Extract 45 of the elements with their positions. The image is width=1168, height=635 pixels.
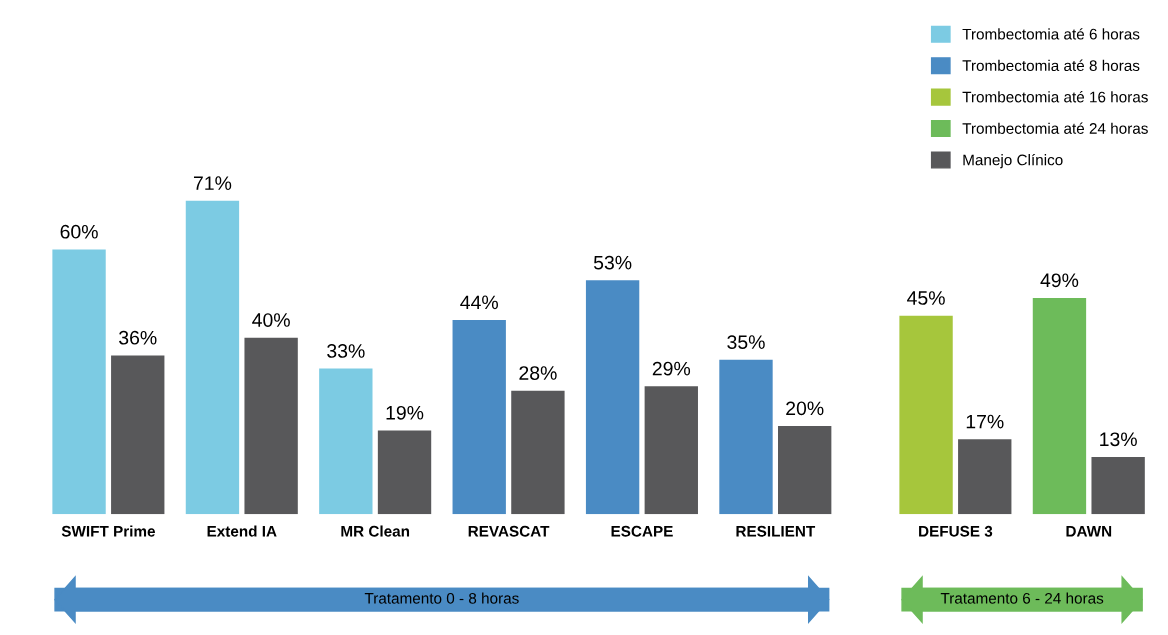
x-tick-label: REVASCAT	[468, 525, 550, 537]
data-label: 19%	[386, 405, 424, 420]
data-label: 36%	[119, 330, 157, 345]
bar	[244, 337, 298, 515]
x-tick-label: SWIFT Prime	[61, 525, 155, 537]
bar	[585, 280, 640, 515]
x-tick-label: DAWN	[1066, 526, 1112, 537]
x-tick-label: MR Clean	[341, 525, 410, 537]
legend-label: Trombectomia até 8 horas	[962, 59, 1140, 72]
bar	[778, 426, 832, 515]
bar	[111, 355, 165, 515]
data-label: 60%	[60, 224, 98, 239]
data-label: 71%	[193, 176, 232, 190]
legend-label: Manejo Clínico	[963, 153, 1063, 169]
data-label: 45%	[907, 291, 945, 305]
text: Tratamento 6 - 24 horas	[940, 592, 1104, 604]
bar	[185, 200, 240, 515]
legend-label: Trombectomia até 6 horas	[962, 28, 1140, 40]
data-label: 35%	[727, 335, 765, 349]
bar	[719, 359, 773, 515]
data-label: 33%	[327, 344, 365, 358]
data-label: 20%	[786, 401, 824, 416]
bar	[1032, 297, 1087, 515]
x-tick-label: ESCAPE	[611, 525, 673, 537]
x-tick-label: RESILIENT	[736, 525, 816, 537]
data-label: 13%	[1100, 432, 1137, 447]
legend-label: Trombectomia até 16 horas	[962, 91, 1148, 103]
bar	[899, 315, 953, 515]
bar	[377, 430, 432, 515]
data-label: 44%	[460, 295, 498, 310]
bar	[644, 386, 698, 515]
legend-label: Trombectomia até 24 horas	[962, 122, 1148, 134]
data-label: 17%	[966, 414, 1004, 429]
bar	[452, 320, 506, 515]
bar	[511, 390, 565, 515]
bar	[319, 368, 373, 515]
data-label: 49%	[1040, 273, 1079, 288]
x-tick-label: DEFUSE 3	[919, 525, 993, 537]
bar	[52, 249, 106, 515]
data-label: 53%	[593, 255, 632, 270]
data-label: 40%	[252, 313, 290, 327]
data-label: 29%	[652, 361, 691, 376]
data-label: 28%	[519, 366, 557, 380]
x-tick-label: Extend IA	[207, 525, 277, 537]
text: Tratamento 0 - 8 horas	[364, 592, 519, 604]
